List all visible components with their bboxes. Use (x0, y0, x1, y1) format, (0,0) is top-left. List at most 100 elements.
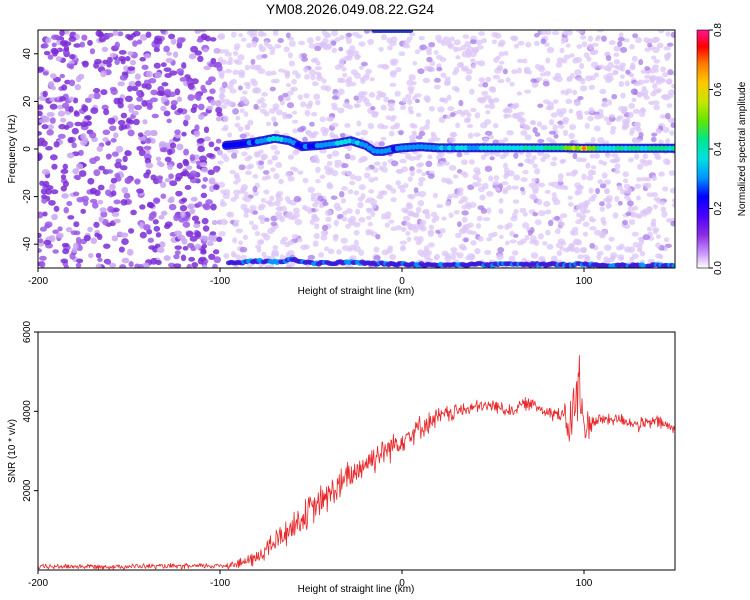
signal-cell (623, 145, 629, 151)
heatmap-cell (198, 30, 207, 33)
heatmap-cell (304, 109, 311, 117)
heatmap-cell (387, 45, 393, 51)
heatmap-cell (168, 196, 175, 203)
heatmap-cell (170, 38, 177, 45)
signal-cell (398, 145, 405, 151)
heatmap-cell (242, 234, 249, 240)
heatmap-cell (202, 225, 210, 232)
heatmap-cell (90, 237, 97, 245)
heatmap-cell (632, 89, 638, 96)
heatmap-cell (409, 122, 416, 129)
heatmap-cell (506, 222, 513, 229)
heatmap-cell (76, 258, 84, 264)
heatmap-cell (631, 231, 639, 237)
heatmap-cell (42, 71, 49, 76)
heatmap-cell (247, 119, 254, 126)
heatmap-cell (105, 153, 112, 160)
signal-cell (603, 145, 609, 151)
heatmap-cell (652, 204, 658, 210)
heatmap-cell (656, 42, 664, 49)
heatmap-cell (139, 56, 146, 62)
heatmap-cell (308, 69, 316, 76)
heatmap-cell (342, 72, 348, 78)
heatmap-cell (139, 222, 145, 229)
heatmap-cell (567, 75, 573, 81)
heatmap-cell (632, 205, 639, 211)
heatmap-cell (201, 167, 209, 173)
heatmap-cell (543, 70, 551, 77)
heatmap-cell (642, 234, 651, 241)
heatmap-cell (311, 213, 318, 220)
heatmap-cell (663, 53, 671, 59)
heatmap-cell (174, 250, 181, 255)
heatmap-cell (324, 209, 333, 217)
heatmap-cell (435, 229, 442, 234)
heatmap-cell (239, 108, 245, 114)
heatmap-cell (614, 156, 621, 163)
heatmap-cell (427, 66, 436, 73)
heatmap-cell (321, 224, 329, 232)
heatmap-cell (73, 110, 80, 116)
heatmap-cell (197, 103, 205, 111)
heatmap-cell (401, 207, 409, 213)
heatmap-cell (200, 84, 206, 91)
colorbar-tick-label: 0.2 (713, 201, 724, 215)
heatmap-cell (344, 153, 351, 160)
heatmap-cell (578, 202, 584, 210)
heatmap-cell (465, 68, 473, 75)
heatmap-cell (73, 174, 81, 180)
heatmap-cell (252, 173, 259, 179)
heatmap-cell (44, 221, 53, 228)
heatmap-cell (120, 112, 128, 119)
heatmap-cell (653, 59, 661, 64)
snr-frame (37, 331, 676, 571)
heatmap-cell (623, 183, 631, 189)
heatmap-cell (613, 52, 620, 57)
heatmap-cell (178, 216, 186, 223)
heatmap-cell (260, 102, 268, 109)
heatmap-cell (134, 178, 141, 185)
heatmap-cell (545, 229, 551, 236)
heatmap-cell (485, 76, 492, 83)
heatmap-cell (38, 66, 44, 73)
heatmap-cell (337, 107, 345, 114)
heatmap-cell (465, 52, 472, 58)
heatmap-cell (482, 217, 491, 222)
y-tick-label: 40 (22, 48, 33, 60)
heatmap-cell (271, 116, 277, 123)
heatmap-cell (124, 95, 133, 103)
heatmap-cell (315, 60, 321, 66)
heatmap-cell (263, 234, 271, 241)
heatmap-cell (662, 186, 669, 192)
heatmap-cell (353, 190, 360, 196)
heatmap-cell (556, 250, 563, 257)
heatmap-cell (331, 30, 338, 37)
heatmap-cell (579, 62, 585, 70)
heatmap-cell (145, 169, 151, 176)
heatmap-cell (415, 112, 422, 118)
heatmap-cell (74, 121, 82, 127)
heatmap-cell (182, 158, 189, 165)
heatmap-cell (638, 59, 644, 66)
heatmap-cell (59, 30, 65, 37)
heatmap-cell (509, 35, 518, 41)
heatmap-cell (497, 224, 504, 230)
heatmap-cell (368, 91, 376, 98)
heatmap-cell (218, 230, 226, 237)
heatmap-cell (62, 180, 70, 188)
heatmap-cell (339, 132, 346, 138)
heatmap-cell (527, 229, 533, 236)
heatmap-cell (637, 163, 644, 170)
heatmap-cell (333, 219, 339, 227)
heatmap-cell (671, 198, 675, 203)
colorbar-tick-label: 0.0 (713, 261, 724, 275)
heatmap-cell (523, 89, 532, 94)
heatmap-cell (288, 40, 296, 47)
heatmap-cell (648, 100, 655, 105)
heatmap-cell (220, 59, 227, 65)
heatmap-cell (358, 184, 366, 191)
heatmap-cell (75, 236, 82, 244)
signal-cell (667, 145, 673, 151)
heatmap-cell (292, 167, 299, 172)
heatmap-cell (474, 248, 481, 255)
